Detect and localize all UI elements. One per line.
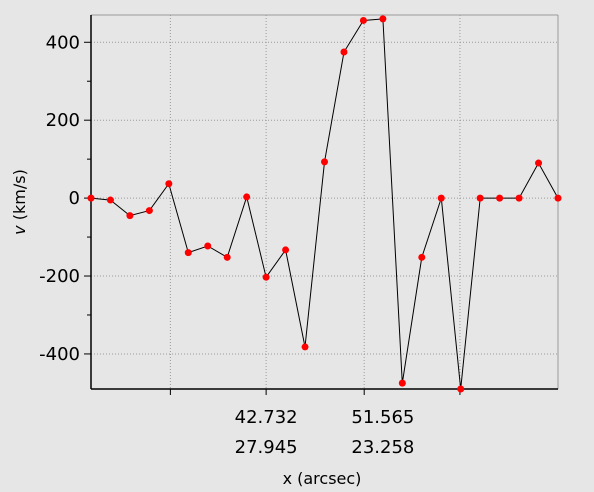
data-point [321, 158, 328, 166]
data-point [223, 253, 231, 261]
data-point [243, 193, 251, 201]
y-tick-label: 400 [46, 32, 80, 53]
x-tick-label-row1: 51.565 [351, 407, 414, 428]
data-point [379, 15, 387, 23]
y-axis-ticks: -400 -200 0 200 400 [39, 32, 91, 365]
data-point [398, 379, 406, 387]
data-point [457, 385, 465, 393]
data-point [106, 196, 114, 204]
y-tick-label: -200 [39, 266, 80, 287]
data-point [554, 194, 562, 202]
y-axis-symbol: v [10, 225, 29, 235]
x-axis-ticks: 42.732 27.945 51.565 23.258 [169, 389, 461, 458]
data-point [126, 212, 134, 220]
data-point [515, 194, 523, 202]
data-point [87, 194, 95, 202]
data-point [437, 194, 445, 202]
y-tick-label: 200 [46, 110, 80, 131]
x-tick-label-row1: 42.732 [235, 407, 298, 428]
x-tick-label-row2: 23.258 [351, 437, 414, 458]
data-point [301, 343, 309, 351]
data-point [262, 273, 270, 281]
data-point [340, 48, 348, 56]
data-point [165, 180, 173, 188]
data-point [476, 194, 484, 202]
y-axis-unit: (km/s) [10, 169, 29, 220]
y-tick-label: 0 [69, 188, 80, 209]
y-tick-label: -400 [39, 344, 80, 365]
data-point [535, 159, 543, 167]
plot-background [91, 15, 558, 389]
data-point [359, 16, 367, 24]
data-point [204, 242, 212, 250]
data-series [87, 15, 562, 393]
data-point [145, 207, 153, 215]
data-point [496, 194, 504, 202]
axes [90, 14, 559, 390]
x-axis-label: x (arcsec) [283, 469, 362, 488]
x-tick-label-row2: 27.945 [235, 437, 298, 458]
data-point [282, 246, 290, 254]
y-axis-label: v (km/s) [10, 169, 29, 235]
data-point [184, 249, 192, 257]
data-point [418, 253, 426, 261]
grid-lines [91, 15, 558, 389]
